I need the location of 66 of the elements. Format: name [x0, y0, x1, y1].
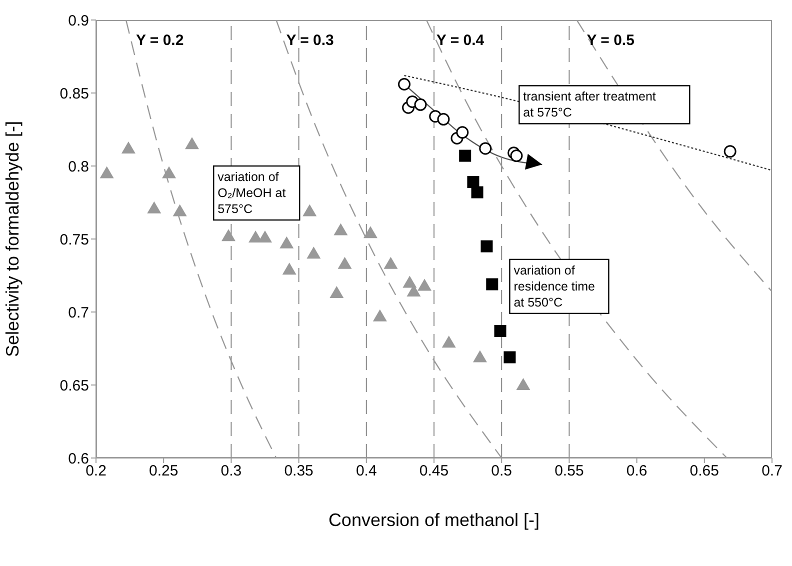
annotation: variation of residence time at 550°C: [514, 263, 596, 310]
point: [330, 286, 344, 298]
note-box: variation of residence time at 550°C: [509, 258, 610, 314]
point: [456, 126, 469, 139]
point: [724, 145, 736, 158]
point: [414, 98, 427, 111]
x-tick-label: 0.65: [690, 462, 719, 480]
point: [258, 230, 272, 243]
y-tick-label: 0.65: [60, 377, 89, 394]
note-box: variation of O₂/MeOH at 575°C: [213, 165, 300, 221]
point: [100, 166, 114, 178]
y-tick-label: 0.7: [68, 304, 89, 322]
point: [504, 351, 516, 364]
annotation: variation of O₂/MeOH at 575°C: [218, 170, 286, 216]
x-tick-label: 0.5: [491, 462, 512, 480]
x-tick-label: 0.7: [762, 462, 782, 480]
point: [384, 256, 398, 269]
x-tick-label: 0.3: [220, 462, 242, 480]
note-box: transient after treatment at 575°C: [518, 85, 690, 124]
point: [372, 309, 387, 322]
point: [471, 186, 484, 198]
y-tick-label: 0.8: [68, 158, 89, 176]
x-tick-label: 0.45: [419, 462, 449, 480]
y-axis-title: Selectivity to formaldehyde [-]: [2, 120, 22, 358]
point: [338, 256, 352, 269]
point: [282, 262, 296, 275]
point: [147, 201, 162, 214]
point: [510, 150, 523, 162]
series-label: Y = 0.4: [436, 32, 485, 49]
point: [442, 336, 456, 348]
x-tick-label: 0.35: [284, 462, 314, 480]
y-tick-label: 0.9: [68, 12, 89, 30]
point: [516, 378, 530, 390]
point: [472, 350, 487, 362]
point: [162, 166, 176, 178]
series-label: Y = 0.2: [136, 32, 184, 49]
point: [479, 142, 492, 155]
y-tick-label: 0.85: [60, 85, 89, 102]
point: [459, 150, 472, 162]
point: [402, 276, 417, 288]
point: [418, 278, 432, 291]
point: [302, 204, 317, 216]
annotation: transient after treatment at 575°C: [523, 90, 656, 120]
point: [494, 324, 506, 337]
point: [467, 176, 480, 188]
series-label: Y = 0.5: [586, 32, 634, 49]
point: [121, 141, 136, 154]
point: [486, 278, 498, 290]
x-tick-label: 0.4: [356, 462, 377, 480]
x-tick-label: 0.2: [86, 462, 106, 480]
point: [363, 226, 378, 238]
point: [437, 113, 450, 126]
series-label: Y = 0.3: [286, 32, 334, 49]
x-axis-title: Conversion of methanol [-]: [328, 510, 540, 530]
point: [221, 229, 236, 242]
point: [398, 78, 411, 90]
point: [480, 240, 493, 252]
y-tick-label: 0.75: [60, 231, 89, 248]
point: [306, 246, 321, 259]
x-tick-label: 0.25: [149, 462, 178, 480]
point: [280, 236, 294, 248]
point: [184, 137, 199, 150]
x-tick-label: 0.6: [626, 462, 648, 480]
point: [334, 223, 348, 236]
x-tick-label: 0.55: [554, 462, 584, 480]
point: [172, 204, 187, 216]
